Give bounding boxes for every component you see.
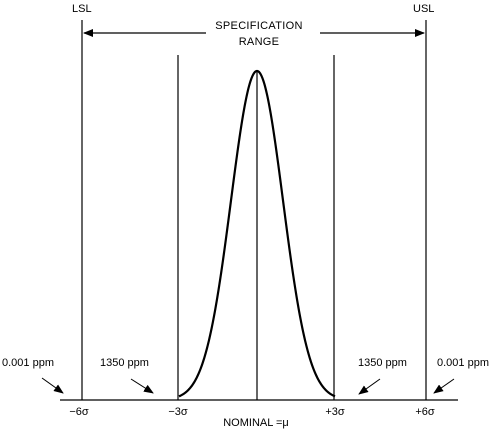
left-outer-ppm-arrow [41,377,64,394]
tick-plus-3-sigma: +3σ [325,406,345,418]
right-outer-ppm-label: 0.001 ppm [437,357,489,369]
usl-label: USL [413,3,434,15]
tick-plus-6-sigma: +6σ [415,406,435,418]
left-inner-ppm-arrow [130,378,154,394]
left-outer-ppm-label: 0.001 ppm [2,357,54,369]
left-inner-ppm-label: 1350 ppm [100,357,149,369]
right-inner-ppm-arrow [358,378,381,395]
range-label: RANGE [239,36,280,48]
lsl-label: LSL [72,3,92,15]
normal-distribution-curve [178,69,336,398]
right-outer-ppm-arrow [433,378,455,394]
specification-label: SPECIFICATION [215,20,302,32]
tick-minus-3-sigma: −3σ [168,406,188,418]
right-inner-ppm-label: 1350 ppm [358,357,407,369]
tick-minus-6-sigma: −6σ [69,406,89,418]
nominal-label: NOMINAL =μ [223,417,289,429]
